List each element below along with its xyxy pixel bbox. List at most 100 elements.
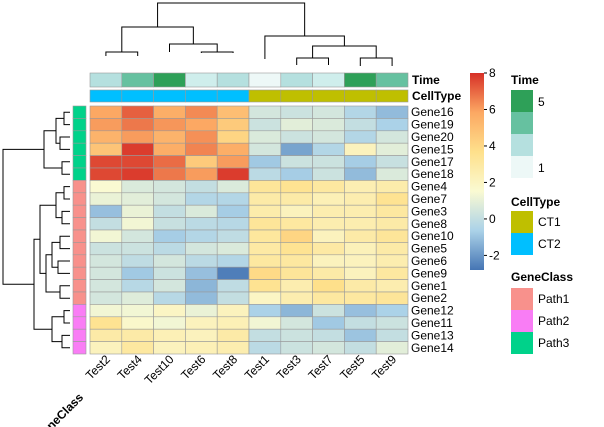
geneclass-annotation-cell (72, 105, 87, 119)
heatmap-cell (375, 180, 409, 194)
heatmap-cell (248, 279, 282, 293)
geneclass-annotation-cell (72, 328, 87, 342)
heatmap-cell (280, 192, 313, 206)
heatmap-cell (248, 118, 282, 132)
row-dendrogram-branch (33, 238, 52, 330)
heatmap-cell (216, 291, 250, 305)
row-label: Gene5 (411, 242, 447, 256)
heatmap-cell (248, 328, 282, 342)
heatmap-cell (280, 142, 313, 156)
row-label: Gene16 (411, 105, 454, 119)
colorbar-tick-label: 0 (489, 212, 496, 226)
heatmap-cell (185, 167, 218, 181)
column-dendrogram-branch (105, 51, 139, 56)
heatmap-cell (121, 217, 154, 231)
heatmap-cell (280, 204, 313, 218)
heatmap-cell (121, 242, 154, 256)
heatmap-cell (280, 341, 313, 355)
row-label: Gene20 (411, 130, 454, 144)
heatmap-cell (312, 180, 345, 194)
column-label: Test1 (242, 352, 272, 382)
heatmap-cell (216, 204, 250, 218)
heatmap-cell (216, 155, 250, 169)
row-dendrogram-branch (43, 130, 62, 169)
column-label: Test9 (369, 352, 399, 382)
heatmap-cell (216, 118, 250, 132)
row-label: Gene10 (411, 229, 454, 243)
celltype-annotation-cell (248, 89, 282, 103)
heatmap-cell (375, 167, 409, 181)
heatmap-cell (280, 118, 313, 132)
heatmap-cell (185, 242, 218, 256)
celltype-annotation-cell (312, 89, 345, 103)
heatmap-cell (153, 254, 186, 268)
heatmap-cell (375, 279, 409, 293)
heatmap-cell (248, 155, 282, 169)
heatmap-cell (121, 204, 154, 218)
heatmap-cell (89, 118, 123, 132)
heatmap-cell (312, 204, 345, 218)
row-dendrogram-branch (61, 334, 70, 349)
heatmap-cell (375, 254, 409, 268)
celltype-legend-swatch (511, 211, 533, 233)
time-legend-swatch (511, 156, 533, 178)
heatmap-cell (312, 130, 345, 144)
row-dendrogram-branch (39, 204, 56, 274)
geneclass-annotation-cell (72, 254, 87, 268)
heatmap-cell (89, 142, 123, 156)
heatmap-cell (89, 204, 123, 218)
heatmap-cell (375, 204, 409, 218)
heatmap-cell (344, 217, 377, 231)
heatmap-cell (89, 254, 123, 268)
heatmap-cell (344, 142, 377, 156)
celltype-legend-label: CT1 (538, 215, 561, 229)
heatmap-cell (344, 192, 377, 206)
heatmap-cell (375, 155, 409, 169)
heatmap-cell (312, 266, 345, 280)
row-label: Gene19 (411, 118, 454, 132)
heatmap-cell (185, 254, 218, 268)
geneclass-legend-swatch (511, 288, 533, 310)
heatmap-cell (121, 180, 154, 194)
heatmap-cell (280, 167, 313, 181)
column-dendrogram-branch (359, 57, 393, 66)
heatmap-cell (280, 328, 313, 342)
heatmap-cell (344, 118, 377, 132)
heatmap-cell (185, 266, 218, 280)
column-label: Test8 (210, 352, 240, 382)
heatmap-cell (248, 316, 282, 330)
heatmap-cell (121, 266, 154, 280)
row-label: Gene17 (411, 155, 454, 169)
heatmap-cell (248, 142, 282, 156)
heatmap-cell (280, 105, 313, 119)
heatmap-cell (121, 316, 154, 330)
row-dendrogram-branch (59, 235, 70, 250)
heatmap-cell (153, 167, 186, 181)
heatmap-cell (153, 328, 186, 342)
heatmap-cell (89, 192, 123, 206)
heatmap-cell (248, 105, 282, 119)
celltype-legend-label: CT2 (538, 237, 561, 251)
heatmap-cell (344, 130, 377, 144)
heatmap-cell (216, 229, 250, 243)
geneclass-legend-title: GeneClass (511, 270, 573, 284)
geneclass-annotation-cell (72, 341, 87, 355)
heatmap-cell (153, 118, 186, 132)
heatmap-cell (216, 254, 250, 268)
heatmap-cell (280, 304, 313, 318)
heatmap-cell (312, 254, 345, 268)
heatmap-cell (121, 254, 154, 268)
colorbar (470, 73, 484, 270)
column-dendrogram-branch (296, 57, 329, 65)
heatmap-cell (89, 279, 123, 293)
heatmap-cell (344, 105, 377, 119)
heatmap-cell (153, 341, 186, 355)
heatmap-cell (121, 130, 154, 144)
heatmap-cell (344, 291, 377, 305)
heatmap-cell (344, 204, 377, 218)
heatmap-cell (344, 167, 377, 181)
heatmap-cell (121, 167, 154, 181)
heatmap-cell (312, 279, 345, 293)
heatmap-cell (375, 142, 409, 156)
heatmap-cell (375, 217, 409, 231)
